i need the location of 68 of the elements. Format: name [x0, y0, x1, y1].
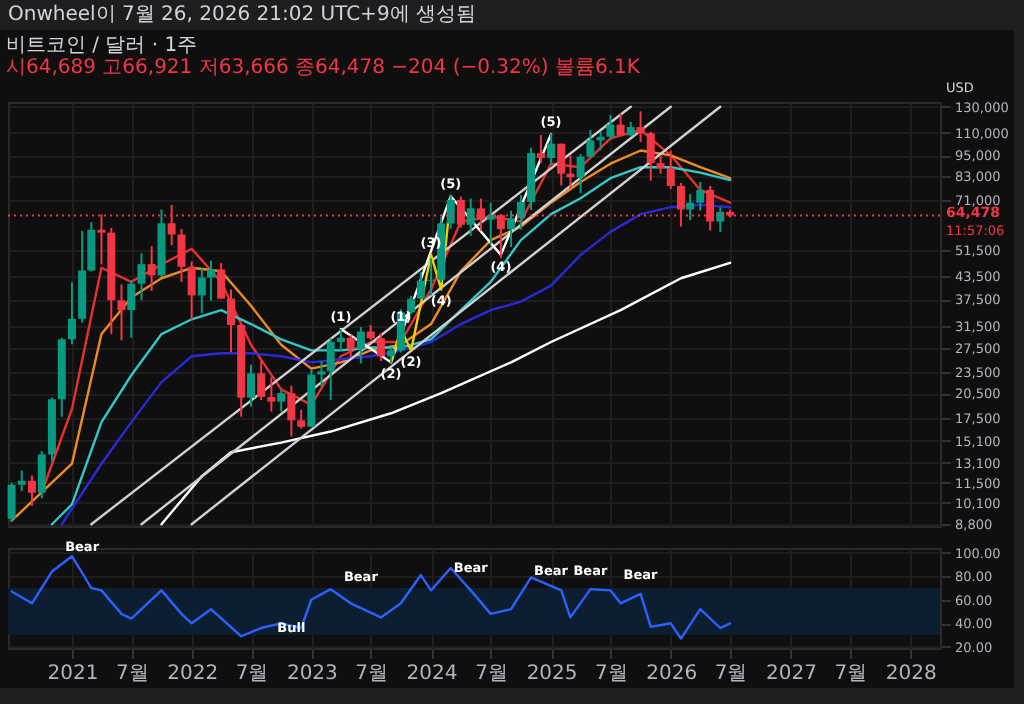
candlestick [127, 279, 136, 339]
candlestick [616, 112, 625, 138]
candlestick [317, 360, 326, 388]
candlestick [147, 245, 156, 293]
candlestick [376, 332, 385, 363]
candlestick [507, 209, 516, 248]
candlestick [586, 128, 595, 159]
x-tick-label: 7월 [115, 663, 149, 685]
candlestick [7, 481, 16, 523]
chart-title: 비트코인 / 달러 · 1주 [6, 35, 198, 57]
candlestick [696, 180, 705, 212]
candlestick [217, 262, 226, 301]
candlestick [277, 388, 286, 413]
line-series [10, 555, 732, 640]
candlestick [407, 294, 416, 316]
x-tick-label: 7월 [355, 663, 389, 685]
candlestick [356, 325, 365, 365]
line-series [160, 261, 732, 526]
candlestick [336, 327, 345, 352]
candlestick [287, 384, 296, 438]
candlestick [557, 142, 566, 187]
candlestick [536, 134, 545, 164]
x-tick-label: 7월 [235, 663, 269, 685]
candlestick [187, 260, 196, 321]
candlestick [17, 469, 26, 493]
candlestick [606, 114, 615, 141]
candlestick [547, 132, 556, 167]
x-tick-label: 2026 [646, 663, 698, 685]
candlestick [446, 193, 455, 230]
x-tick-label: 7월 [595, 663, 628, 685]
candlestick [466, 197, 475, 237]
x-tick-label: 7월 [714, 663, 748, 685]
candlestick [37, 450, 46, 500]
x-tick-label: 2021 [47, 663, 99, 685]
candlestick [416, 271, 425, 301]
candlestick [486, 201, 495, 246]
candlestick [206, 259, 215, 302]
candlestick [346, 334, 355, 359]
candlestick [87, 221, 96, 273]
x-tick-label: 7월 [475, 663, 509, 685]
candlestick [297, 408, 306, 430]
x-tick-label: 2023 [286, 663, 338, 685]
candlestick [227, 288, 235, 354]
candlestick [326, 337, 335, 402]
x-tick-label: 2022 [167, 663, 219, 685]
chart-subtitle: 시64,689 고66,921 저63,666 종64,478 −204 (−0.32%) 볼륨6.1K [6, 57, 641, 79]
candlestick [257, 360, 266, 402]
line-series [389, 194, 452, 364]
candlestick [576, 153, 585, 195]
x-tick-label: 2025 [526, 663, 578, 685]
candlestick [117, 283, 126, 342]
x-tick-label: 2027 [766, 663, 817, 685]
candlestick [197, 267, 206, 315]
candlestick [716, 206, 725, 233]
x-tick-label: 2028 [885, 663, 937, 685]
candlestick [177, 227, 186, 283]
candlestick [67, 281, 76, 346]
candlestick [646, 130, 655, 182]
x-tick-label: 7월 [834, 663, 868, 685]
candlestick [636, 110, 645, 144]
text: Onwheel이 7월 26, 2026 21:02 UTC+9에 생성됨 [6, 2, 478, 30]
x-tick-label: 2024 [406, 663, 458, 685]
candlestick [267, 376, 276, 413]
candlestick [137, 252, 146, 302]
candlestick [516, 193, 525, 231]
candlestick [247, 363, 255, 408]
candlestick [27, 474, 36, 507]
candlestick [666, 149, 675, 190]
